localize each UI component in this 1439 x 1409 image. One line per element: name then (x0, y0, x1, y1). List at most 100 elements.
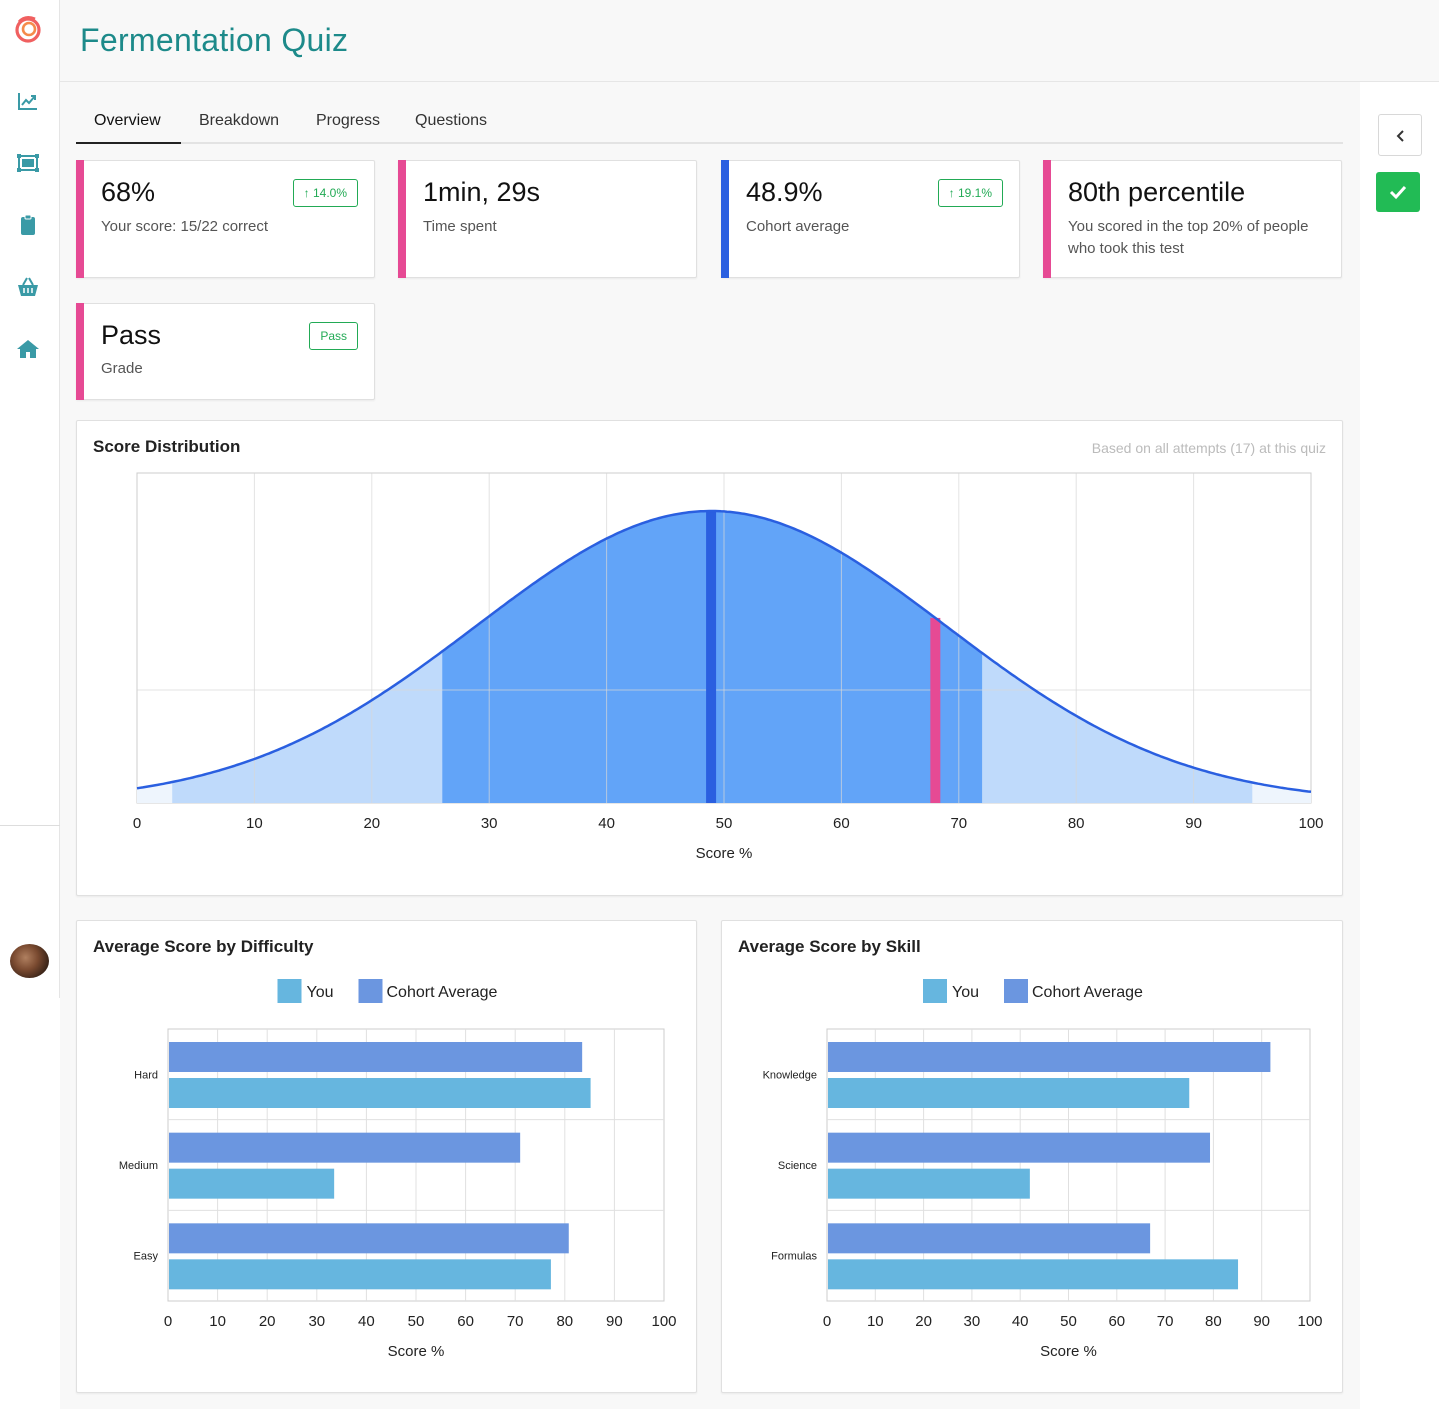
grade-badge: Pass (309, 322, 358, 350)
sidebar (0, 0, 60, 998)
x-tick-label: 50 (716, 815, 733, 832)
legend-swatch-you (923, 979, 947, 1003)
x-tick-label: 0 (823, 1313, 831, 1330)
tab-breakdown[interactable]: Breakdown (199, 112, 280, 129)
x-tick-label: 40 (358, 1313, 375, 1330)
x-tick-label: 30 (481, 815, 498, 832)
time-label: Time spent (423, 218, 497, 235)
category-label: Science (778, 1160, 817, 1172)
skill-title: Average Score by Skill (738, 937, 921, 956)
x-tick-label: 40 (1012, 1313, 1029, 1330)
x-tick-label: 80 (1068, 815, 1085, 832)
x-tick-label: 100 (651, 1313, 676, 1330)
avatar[interactable] (10, 944, 49, 978)
complete-button[interactable] (1376, 172, 1420, 212)
bar-knowledge-you (828, 1078, 1190, 1108)
x-tick-label: 90 (1253, 1313, 1270, 1330)
gallery-icon[interactable] (16, 151, 40, 175)
page-title: Fermentation Quiz (80, 22, 349, 58)
x-axis-label: Score % (696, 845, 753, 862)
percentile-card: 80th percentile You scored in the top 20… (1043, 160, 1342, 278)
basket-icon[interactable] (16, 275, 40, 299)
bar-science-cohort (828, 1132, 1211, 1163)
bar-formulas-you (828, 1259, 1239, 1290)
tab-bar: Overview Breakdown Progress Questions (76, 104, 1343, 144)
x-tick-label: 50 (1060, 1313, 1077, 1330)
x-tick-label: 40 (598, 815, 615, 832)
distribution-title: Score Distribution (93, 437, 241, 456)
x-tick-label: 70 (507, 1313, 524, 1330)
bar-hard-you (169, 1078, 591, 1108)
tab-progress[interactable]: Progress (316, 112, 381, 129)
grade-card: Pass Grade Pass (76, 303, 375, 400)
x-axis-label: Score % (1040, 1343, 1097, 1360)
x-tick-label: 70 (950, 815, 967, 832)
main-content: Overview Breakdown Progress Questions 68… (60, 82, 1360, 1409)
cohort-label: Cohort average (746, 218, 850, 235)
bar-knowledge-cohort (828, 1042, 1271, 1072)
trending-chart-icon[interactable] (16, 89, 40, 113)
home-icon[interactable] (16, 337, 40, 361)
x-tick-label: 60 (1108, 1313, 1125, 1330)
distribution-note: Based on all attempts (17) at this quiz (1091, 440, 1326, 456)
accent-bar (1043, 160, 1051, 278)
difficulty-title: Average Score by Difficulty (93, 937, 314, 956)
page-header: Fermentation Quiz (60, 0, 1439, 82)
score-change-badge: ↑ 14.0% (292, 179, 358, 207)
x-tick-label: 20 (363, 815, 380, 832)
app-logo[interactable] (13, 14, 43, 44)
percentile-value: 80th percentile (1068, 177, 1246, 207)
x-tick-label: 90 (606, 1313, 623, 1330)
bar-formulas-cohort (828, 1223, 1151, 1254)
accent-bar (721, 160, 729, 278)
score-value: 68% (101, 177, 156, 207)
legend-label-you: You (307, 984, 334, 1001)
category-label: Hard (134, 1069, 158, 1081)
legend-label-cohort: Cohort Average (1032, 984, 1143, 1001)
marker-0 (706, 511, 717, 803)
x-tick-label: 30 (964, 1313, 981, 1330)
grade-label: Grade (101, 360, 143, 377)
x-tick-label: 90 (1185, 815, 1202, 832)
x-tick-label: 10 (246, 815, 263, 832)
x-tick-label: 100 (1298, 815, 1323, 832)
bar-medium-cohort (169, 1132, 521, 1163)
x-tick-label: 10 (867, 1313, 884, 1330)
tab-overview[interactable]: Overview (94, 112, 161, 129)
chevron-left-icon (1396, 130, 1404, 142)
accent-bar (76, 160, 84, 278)
tab-questions[interactable]: Questions (415, 112, 488, 129)
bar-hard-cohort (169, 1042, 583, 1072)
legend-swatch-you (277, 979, 302, 1003)
right-panel (1359, 82, 1439, 998)
category-label: Formulas (771, 1251, 817, 1263)
distribution-curve (136, 509, 1312, 794)
x-tick-label: 60 (457, 1313, 474, 1330)
x-tick-label: 30 (308, 1313, 325, 1330)
x-tick-label: 80 (1205, 1313, 1222, 1330)
bar-easy-you (169, 1259, 551, 1290)
x-tick-label: 0 (164, 1313, 172, 1330)
accent-bar (398, 160, 406, 278)
cohort-card: 48.9% Cohort average ↑ 19.1% (721, 160, 1020, 278)
grade-value: Pass (101, 320, 162, 350)
active-tab-indicator (76, 142, 181, 144)
legend-swatch-cohort (1004, 979, 1028, 1003)
x-tick-label: 20 (915, 1313, 932, 1330)
x-tick-label: 80 (556, 1313, 573, 1330)
legend-label-cohort: Cohort Average (387, 984, 498, 1001)
sidebar-divider (0, 825, 60, 826)
difficulty-chart: You Cohort Average Hard Medium Easy 0 10 20 30 40… (119, 979, 677, 1360)
category-label: Knowledge (763, 1069, 817, 1081)
x-tick-label: 50 (408, 1313, 425, 1330)
legend-label-you: You (952, 984, 979, 1001)
skill-chart: You Cohort Average Knowledge Science Formula… (763, 979, 1323, 1360)
cohort-change-badge: ↑ 19.1% (937, 179, 1003, 207)
clipboard-icon[interactable] (16, 213, 40, 237)
category-label: Easy (134, 1251, 159, 1263)
x-tick-label: 0 (133, 815, 141, 832)
x-tick-label: 70 (1157, 1313, 1174, 1330)
collapse-button[interactable] (1378, 114, 1422, 156)
x-tick-label: 20 (259, 1313, 276, 1330)
score-distribution-chart: 0 10 20 30 40 50 60 70 80 90 100 Score % (133, 472, 1324, 862)
